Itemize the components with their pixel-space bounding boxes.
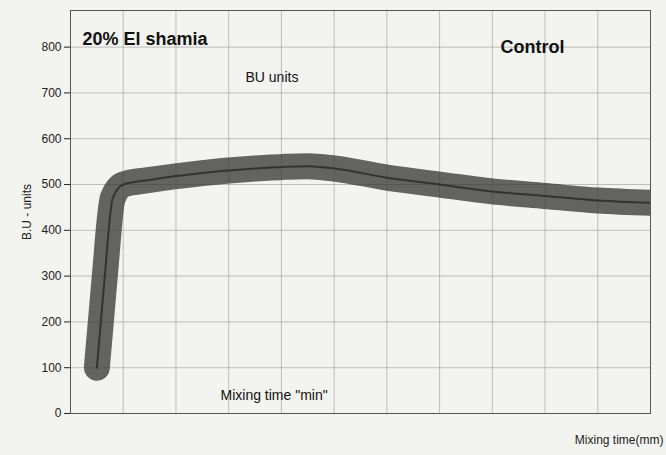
svg-text:B.U - units: B.U - units — [20, 184, 34, 240]
svg-text:400: 400 — [41, 223, 61, 237]
svg-text:Mixing time "min": Mixing time "min" — [221, 387, 328, 403]
svg-text:100: 100 — [41, 361, 61, 375]
svg-text:300: 300 — [41, 269, 61, 283]
svg-text:600: 600 — [41, 132, 61, 146]
svg-text:20% El shamia: 20% El shamia — [83, 29, 209, 49]
svg-text:500: 500 — [41, 177, 61, 191]
svg-text:Mixing time(mm): Mixing time(mm) — [575, 433, 664, 447]
svg-text:200: 200 — [41, 315, 61, 329]
svg-text:800: 800 — [41, 40, 61, 54]
svg-text:BU units: BU units — [246, 69, 299, 85]
svg-text:Control: Control — [501, 37, 565, 57]
svg-text:700: 700 — [41, 86, 61, 100]
svg-text:0: 0 — [55, 406, 62, 420]
